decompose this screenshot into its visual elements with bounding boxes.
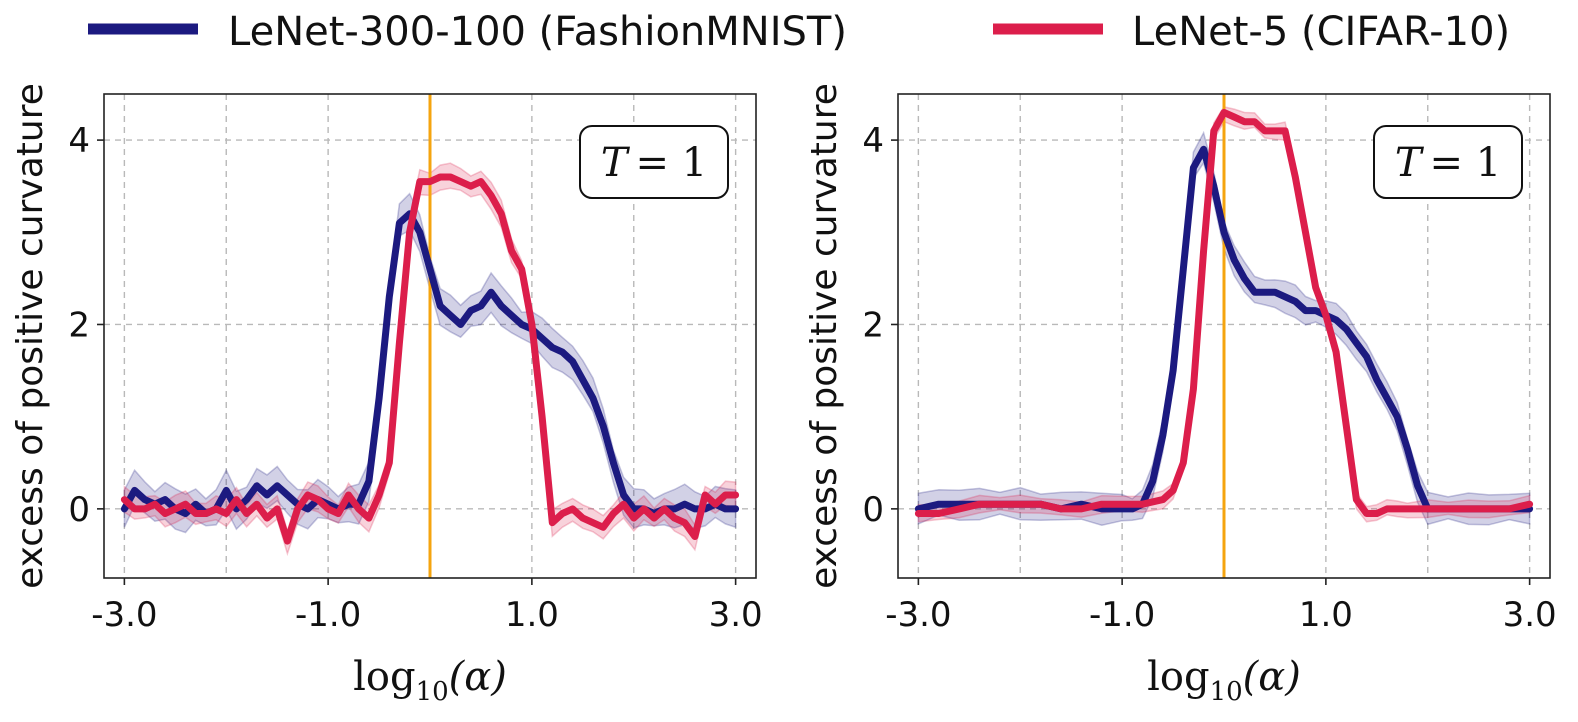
plot-area	[914, 94, 1534, 578]
x-tick-label: 3.0	[709, 595, 763, 635]
y-axis-label: excess of positive curvature	[804, 83, 845, 589]
x-axis-label: log10(α)	[1147, 654, 1301, 707]
x-tick-label: 1.0	[1299, 595, 1353, 635]
axes-frame	[897, 93, 1551, 579]
annotation-box	[1373, 125, 1523, 199]
chart-panel-left: -3.0 -1.0 1.0 3.0 0 2 4 excess of positive curv…	[10, 83, 763, 707]
x-tick-label: -1.0	[1089, 595, 1155, 635]
x-tick-label: 1.0	[505, 595, 559, 635]
x-tick-label: 3.0	[1503, 595, 1557, 635]
series-line-lenet-5	[914, 108, 1534, 517]
x-tick-label: -3.0	[91, 595, 157, 635]
y-tick-label: 2	[68, 305, 90, 345]
y-tick-label: 4	[68, 121, 90, 161]
x-tick-label: -1.0	[295, 595, 361, 635]
annotation-box	[579, 125, 729, 199]
legend-label-lenet-300-100: LeNet-300-100 (FashionMNIST)	[228, 9, 847, 55]
legend-label-lenet-5: LeNet-5 (CIFAR-10)	[1132, 9, 1510, 55]
axes-frame	[103, 93, 757, 579]
y-tick-label: 0	[862, 490, 884, 530]
y-tick-label: 4	[862, 121, 884, 161]
y-tick-label: 2	[862, 305, 884, 345]
y-axis-label: excess of positive curvature	[10, 83, 51, 589]
chart-panel-right: -3.0 -1.0 1.0 3.0 0 2 4 excess of positive curv…	[804, 83, 1557, 707]
series-line-lenet-300-100	[120, 210, 740, 517]
series-line-lenet-5	[120, 173, 740, 545]
x-tick-label: -3.0	[885, 595, 951, 635]
annotation-text: T = 1	[601, 140, 707, 186]
plot-area	[120, 94, 740, 578]
y-tick-label: 0	[68, 490, 90, 530]
annotation-text: T = 1	[1395, 140, 1501, 186]
x-axis-label: log10(α)	[353, 654, 507, 707]
legend: LeNet-300-100 (FashionMNIST) LeNet-5 (CI…	[88, 9, 1510, 55]
